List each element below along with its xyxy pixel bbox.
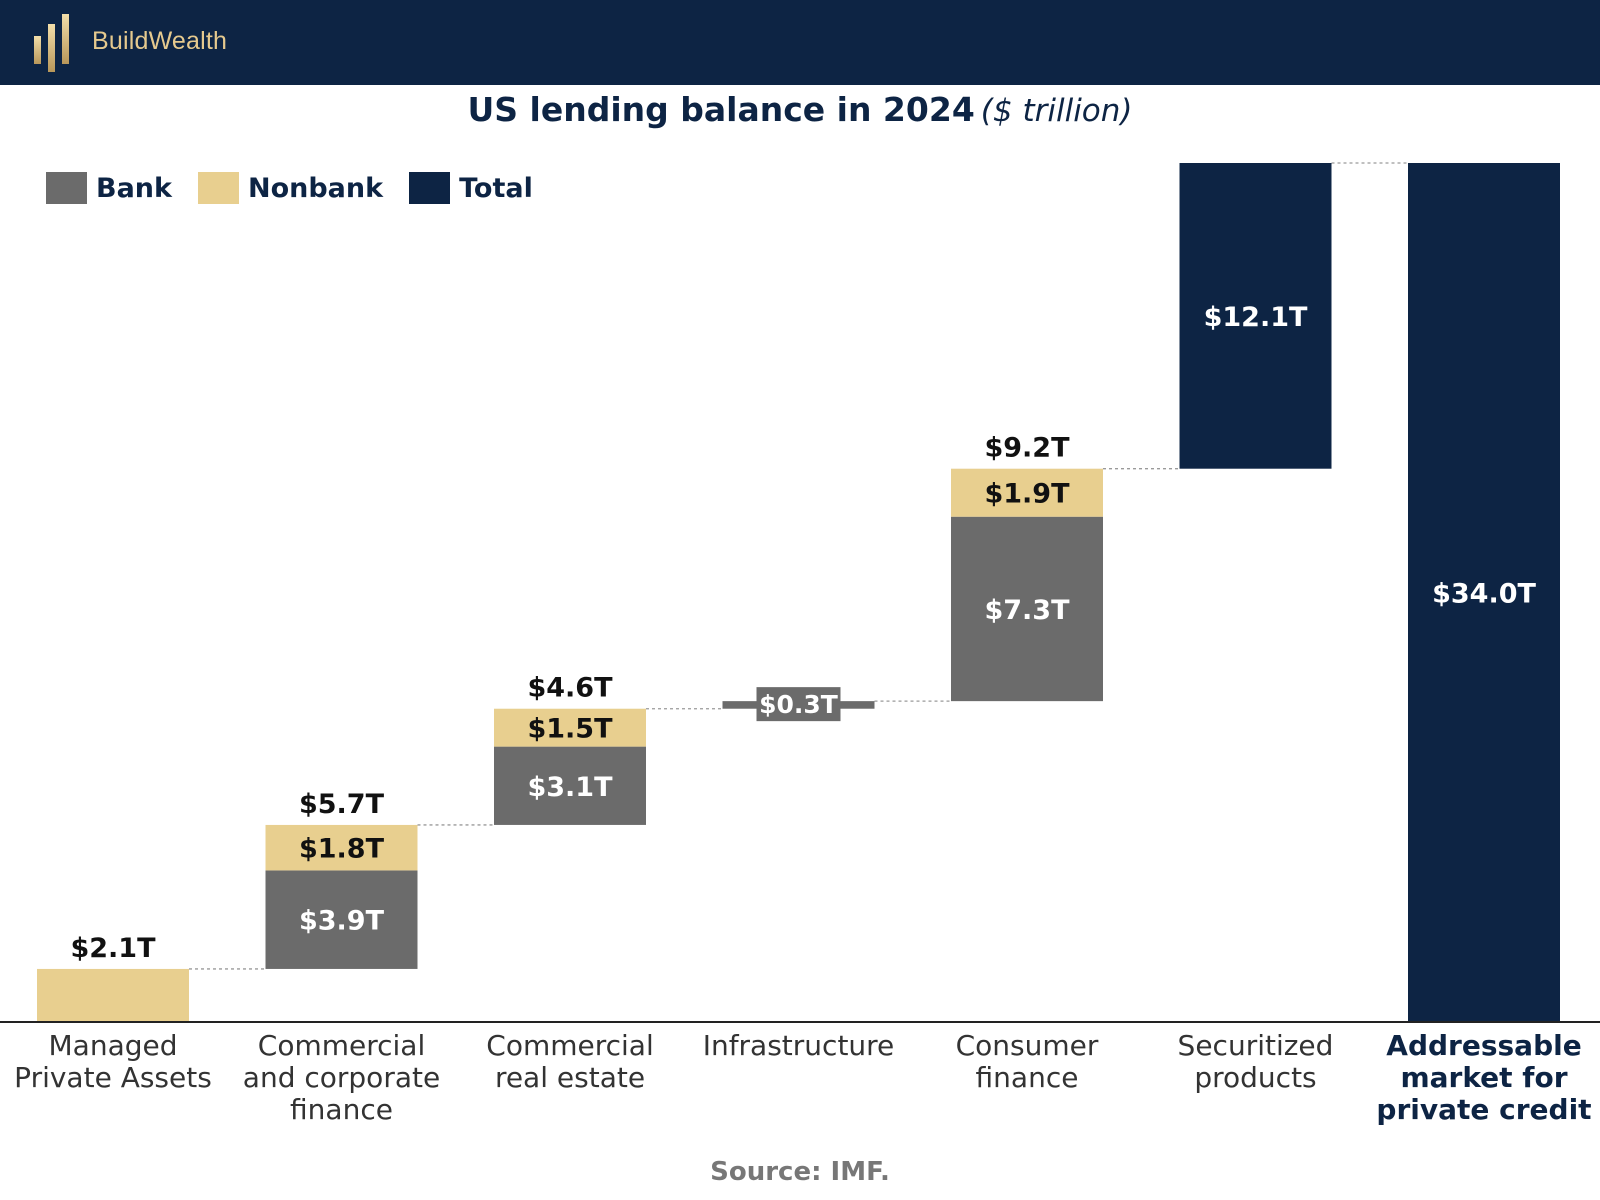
bar-label-nonbank-2: $1.5T: [527, 714, 613, 745]
category-label-1-1: and corporate: [243, 1061, 440, 1094]
bar-total-label-0: $2.1T: [70, 933, 156, 964]
category-label-6-1: market for: [1400, 1061, 1567, 1094]
legend: Bank Nonbank Total: [46, 172, 559, 204]
bar-bank-1: [265, 870, 418, 969]
brand-name: BuildWealth: [92, 27, 228, 55]
legend-swatch-total: [409, 172, 451, 204]
category-label-6-2: private credit: [1376, 1093, 1591, 1126]
source-note: Source: IMF.: [710, 1157, 890, 1187]
legend-label-nonbank: Nonbank: [247, 172, 384, 204]
category-label-5-1: products: [1194, 1061, 1316, 1094]
category-label-1-0: Commercial: [258, 1029, 425, 1062]
bar-nonbank-4: [951, 468, 1103, 517]
bar-total-label-2: $4.6T: [527, 673, 613, 704]
chart-title-main: US lending balance in 2024: [467, 90, 975, 129]
bar-label-nonbank-4: $1.9T: [984, 479, 1070, 510]
category-label-2-1: real estate: [495, 1061, 645, 1094]
legend-swatch-bank: [46, 172, 87, 204]
legend-label-total: Total: [459, 172, 533, 204]
legend-item-nonbank: Nonbank: [197, 172, 384, 204]
bar-label-bank-2: $3.1T: [527, 772, 613, 803]
category-label-4-1: finance: [976, 1061, 1079, 1094]
bar-label-total-5: $12.1T: [1204, 302, 1308, 333]
category-label-0-0: Managed: [49, 1029, 178, 1062]
bar-label-bank-4: $7.3T: [984, 595, 1070, 626]
bar-total-label-4: $9.2T: [984, 433, 1070, 464]
chart-title-subtitle: ($ trillion): [980, 93, 1133, 129]
bar-label-nonbank-1: $1.8T: [299, 834, 385, 865]
legend-item-total: Total: [409, 172, 533, 204]
legend-swatch-nonbank: [197, 172, 239, 204]
bar-bank-4: [951, 516, 1103, 702]
legend-label-bank: Bank: [96, 172, 172, 204]
bar-nonbank-1: [265, 824, 418, 871]
bar-label-total-6: $34.0T: [1432, 579, 1536, 610]
category-label-2-0: Commercial: [486, 1029, 653, 1062]
bar-total-6: [1408, 163, 1560, 1022]
header-bar: BuildWealth: [0, 0, 1600, 85]
bar-nonbank-0: [37, 968, 189, 1022]
bar-label-bank-3: $0.3T: [759, 690, 838, 719]
bar-label-box-3: [756, 687, 841, 722]
legend-item-bank: Bank: [46, 172, 172, 204]
category-label-5-0: Securitized: [1178, 1029, 1334, 1062]
chart-title: US lending balance in 2024 ($ trillion): [0, 90, 1600, 129]
category-label-6-0: Addressable: [1386, 1029, 1581, 1062]
bar-nonbank-2: [494, 708, 646, 747]
bar-total-label-1: $5.7T: [299, 789, 385, 820]
category-label-0-1: Private Assets: [14, 1061, 212, 1094]
bar-label-bank-1: $3.9T: [299, 906, 385, 937]
bars-logo-icon: [34, 14, 69, 72]
category-label-1-2: finance: [290, 1093, 393, 1126]
bar-total-5: [1179, 163, 1332, 469]
bar-bank-2: [494, 746, 646, 825]
category-label-4-0: Consumer: [956, 1029, 1099, 1062]
category-label-3-0: Infrastructure: [703, 1029, 895, 1062]
